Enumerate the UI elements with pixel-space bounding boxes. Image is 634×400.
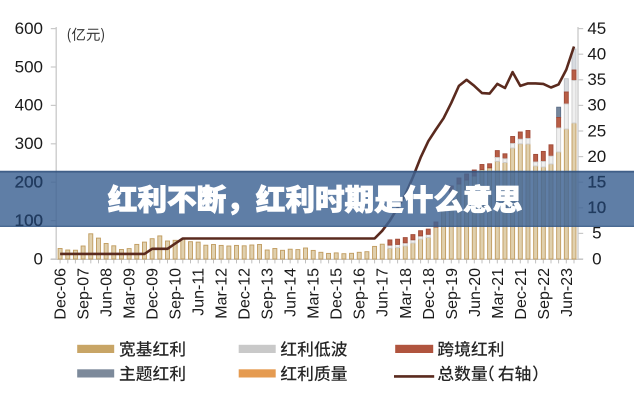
svg-text:Mar-21: Mar-21 [490,268,507,319]
svg-text:Sep-19: Sep-19 [444,268,461,320]
svg-text:Dec-09: Dec-09 [145,268,162,320]
svg-text:Sep-10: Sep-10 [168,268,185,320]
svg-text:Mar-18: Mar-18 [398,268,415,319]
svg-text:Mar-09: Mar-09 [122,268,139,319]
svg-text:25: 25 [587,121,606,140]
svg-text:Jun-14: Jun-14 [283,268,300,317]
svg-text:Sep-16: Sep-16 [352,268,369,320]
svg-text:5: 5 [592,224,601,243]
svg-text:Sep-22: Sep-22 [536,268,553,320]
svg-text:Dec-18: Dec-18 [421,268,438,320]
svg-text:Dec-06: Dec-06 [53,268,70,320]
svg-text:Jun-08: Jun-08 [99,268,116,317]
svg-text:200: 200 [15,173,43,192]
svg-text:100: 100 [15,211,43,230]
svg-text:Jun-20: Jun-20 [467,268,484,317]
svg-text:Jun-11: Jun-11 [191,268,208,316]
svg-text:Dec-15: Dec-15 [329,268,346,320]
svg-text:20: 20 [587,147,606,166]
svg-text:Mar-15: Mar-15 [306,268,323,319]
svg-text:400: 400 [15,96,43,115]
svg-text:Sep-07: Sep-07 [76,268,93,320]
svg-text:30: 30 [587,96,606,115]
svg-text:0: 0 [592,249,601,268]
svg-text:Dec-12: Dec-12 [237,268,254,320]
svg-text:35: 35 [587,70,606,89]
svg-text:Sep-13: Sep-13 [260,268,277,320]
svg-text:40: 40 [587,45,606,64]
svg-text:45: 45 [587,19,606,38]
svg-text:Jun-23: Jun-23 [559,268,576,317]
svg-text:0: 0 [34,249,43,268]
svg-text:500: 500 [15,57,43,76]
svg-text:300: 300 [15,134,43,153]
svg-text:Dec-21: Dec-21 [513,268,530,320]
svg-text:10: 10 [587,198,606,217]
svg-text:15: 15 [587,173,606,192]
svg-text:Jun-17: Jun-17 [375,268,392,317]
svg-text:600: 600 [15,19,43,38]
svg-text:Mar-12: Mar-12 [214,268,231,319]
